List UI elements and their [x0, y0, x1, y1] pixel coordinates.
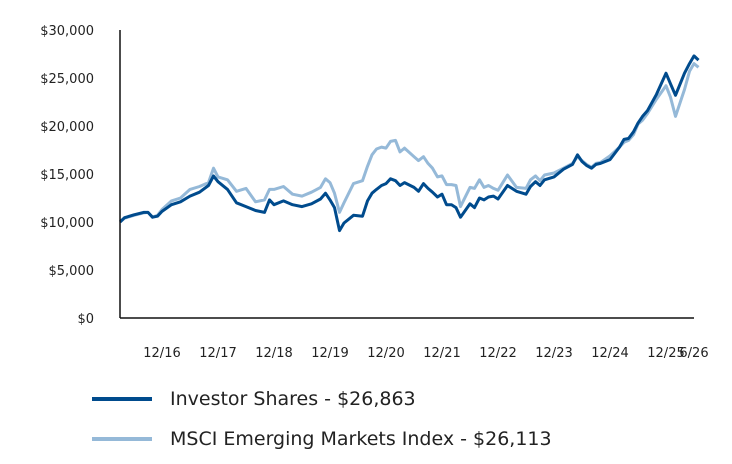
legend-item-msci-index: MSCI Emerging Markets Index - $26,113 — [92, 424, 552, 454]
x-tick-label: 12/25 — [647, 346, 684, 361]
y-tick-label: $10,000 — [40, 216, 94, 231]
x-tick-label: 12/18 — [255, 346, 292, 361]
y-tick-label: $15,000 — [40, 168, 94, 183]
x-tick-label: 6/26 — [679, 346, 708, 361]
x-tick-label: 12/24 — [591, 346, 628, 361]
y-tick-label: $25,000 — [40, 72, 94, 87]
y-tick-label: $30,000 — [40, 24, 94, 39]
series-line-investor-shares — [118, 54, 700, 233]
legend-item-investor-shares: Investor Shares - $26,863 — [92, 384, 552, 414]
y-axis-ticks: $0 $5,000 $10,000 $15,000 $20,000 $25,000 $30,… — [40, 24, 94, 327]
legend-label-investor-shares: Investor Shares - $26,863 — [170, 388, 416, 410]
y-tick-label: $5,000 — [49, 264, 95, 279]
x-tick-label: 12/20 — [367, 346, 404, 361]
x-tick-label: 12/21 — [423, 346, 460, 361]
series-line-msci-index — [119, 62, 700, 224]
x-tick-label: 12/16 — [143, 346, 180, 361]
legend-swatch-msci-index — [92, 437, 152, 441]
legend-swatch-investor-shares — [92, 397, 152, 401]
line-chart: $0 $5,000 $10,000 $15,000 $20,000 $25,000 $30,… — [40, 24, 708, 361]
chart-legend: Investor Shares - $26,863 MSCI Emerging … — [92, 384, 552, 464]
x-tick-label: 12/19 — [311, 346, 348, 361]
x-tick-label: 12/23 — [535, 346, 572, 361]
series-lines — [118, 54, 700, 233]
x-tick-label: 12/17 — [199, 346, 236, 361]
y-tick-label: $0 — [77, 312, 94, 327]
legend-label-msci-index: MSCI Emerging Markets Index - $26,113 — [170, 428, 552, 450]
x-tick-label: 12/22 — [479, 346, 516, 361]
x-axis-ticks: 12/16 12/17 12/18 12/19 12/20 12/21 12/22 12/23… — [143, 346, 708, 361]
y-tick-label: $20,000 — [40, 120, 94, 135]
